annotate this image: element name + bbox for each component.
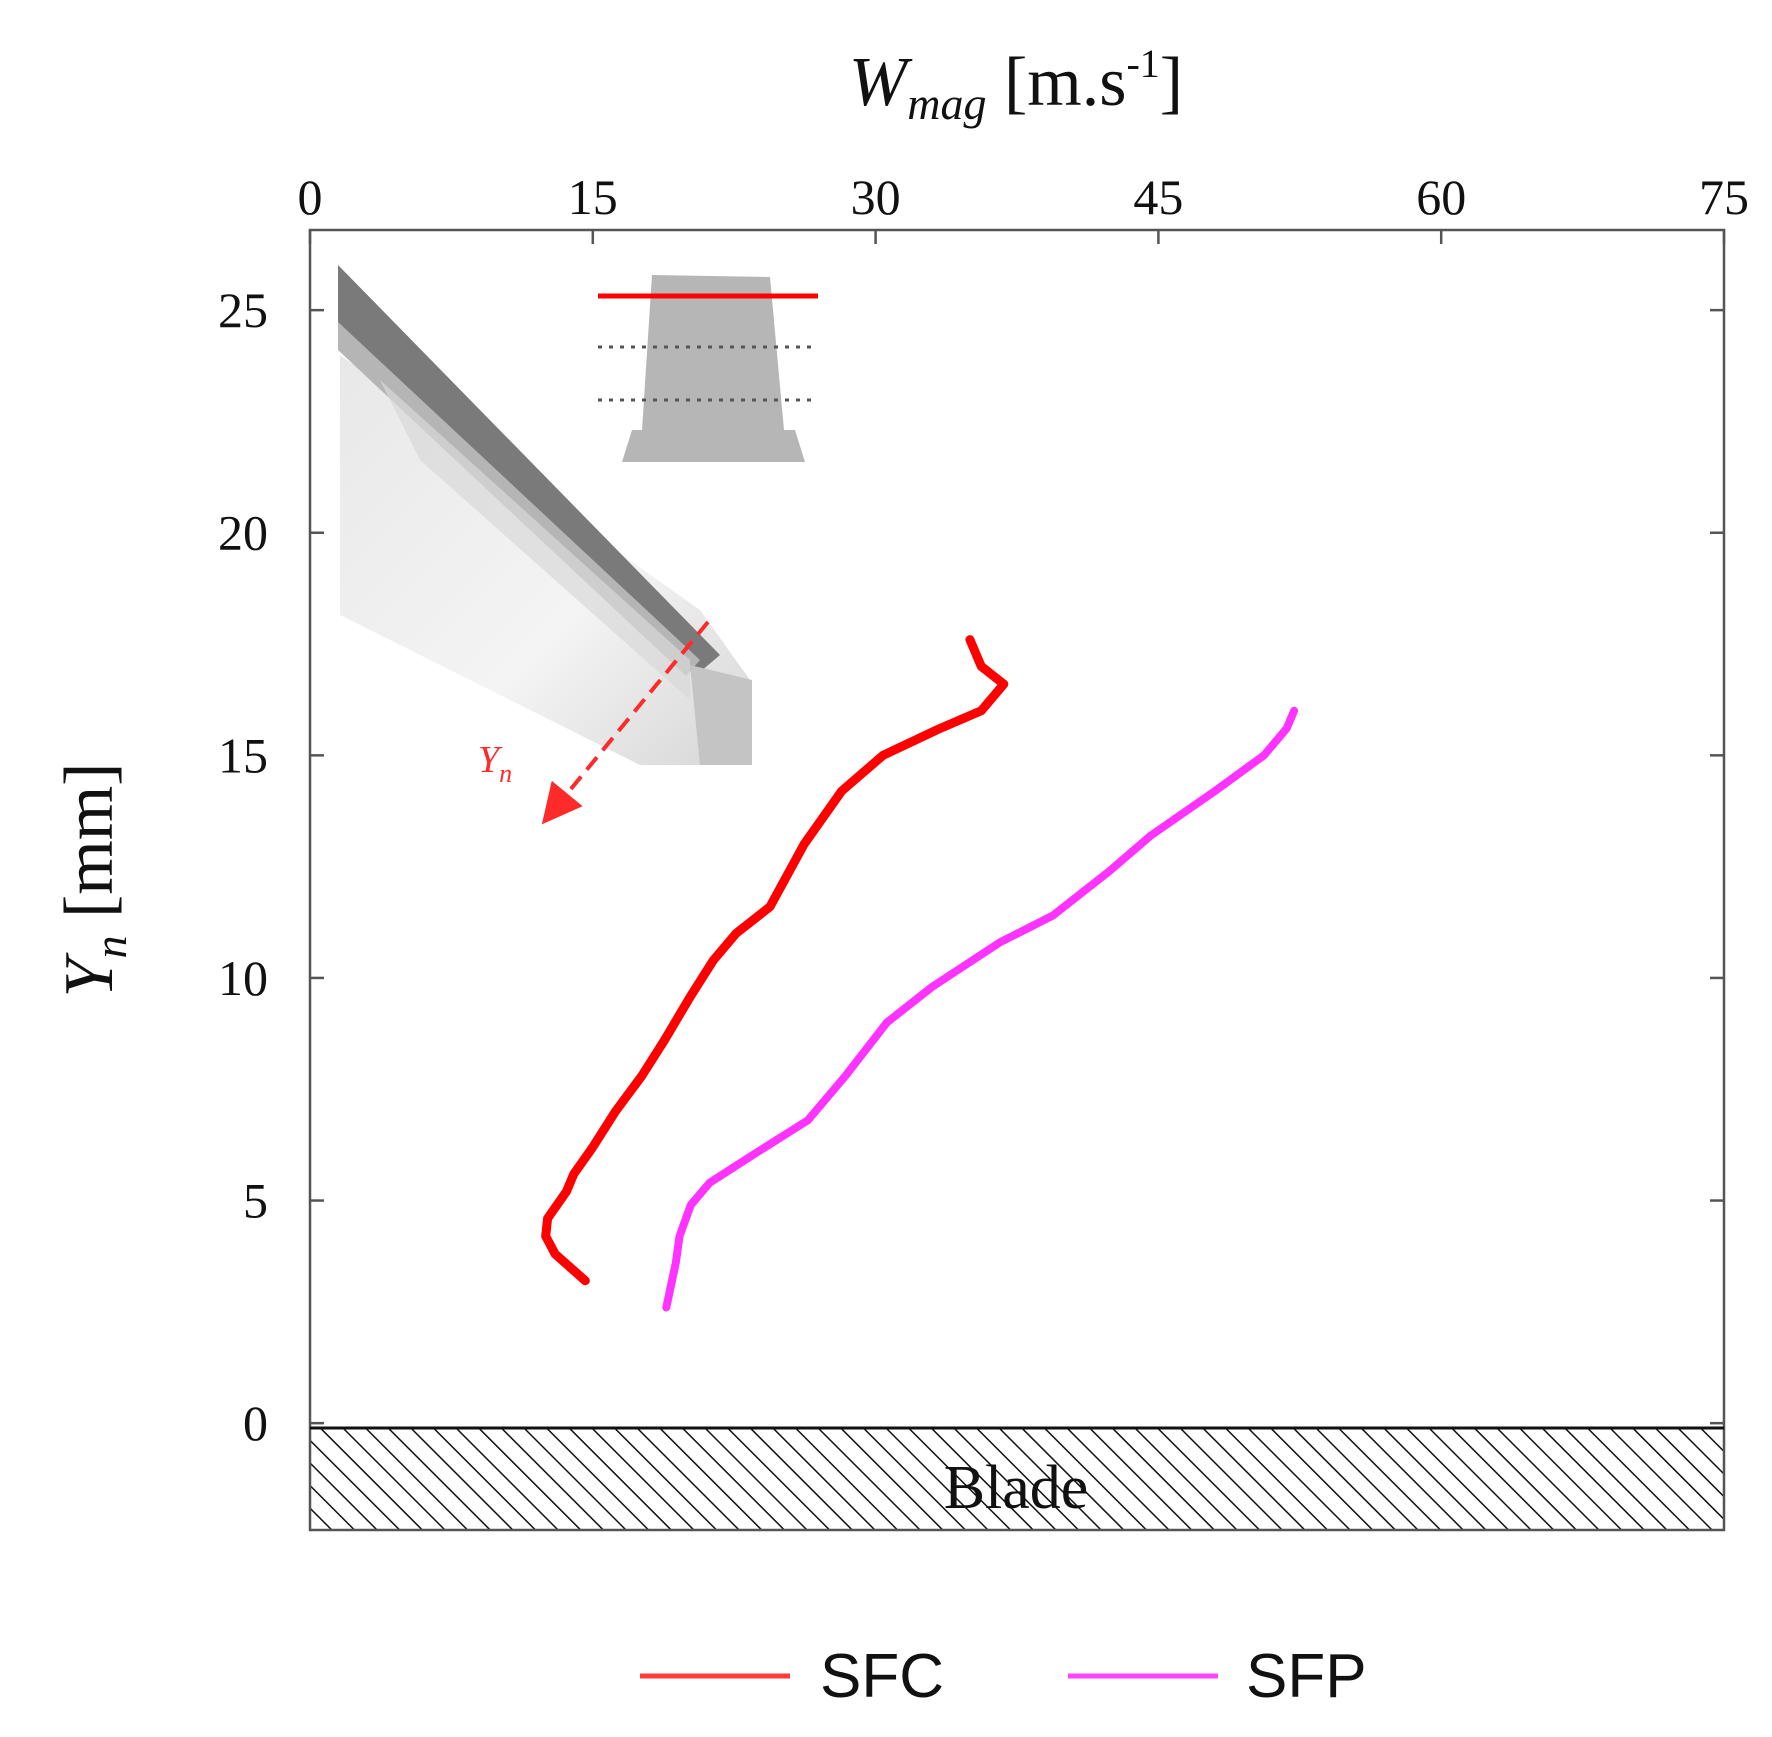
y-tick-label: 10 (218, 950, 268, 1006)
x-axis-title-main: W (849, 44, 913, 121)
blade-region: Blade (310, 1428, 1724, 1530)
x-axis-title: Wmag [m.s-1] (849, 41, 1183, 129)
x-axis-title-unit: [m.s (986, 44, 1126, 121)
blade-hatch (310, 1428, 1724, 1530)
inset-spanwise-sketch (598, 275, 818, 462)
y-axis-title: Yn [mm] (51, 763, 136, 998)
axis-ticks (308, 230, 1726, 1425)
y-axis-title-unit: [mm] (51, 763, 128, 936)
series-group (541, 635, 1299, 1312)
x-tick-label: 60 (1416, 169, 1466, 225)
inset-blade-wedge: Yn (338, 265, 752, 825)
series-line-sfc (541, 635, 1009, 1286)
y-axis-title-sub: n (85, 936, 136, 959)
inset-yn-label: Yn (478, 739, 512, 788)
plot-frame (308, 228, 1726, 1532)
inset-yn-main: Y (478, 739, 503, 781)
y-tick-label: 15 (218, 727, 268, 783)
x-axis-title-unit-sup: -1 (1126, 41, 1159, 86)
y-tick-label: 25 (218, 282, 268, 338)
wedge-dark-edge (338, 265, 720, 672)
blade-label: Blade (944, 1454, 1089, 1522)
x-axis-title-sub: mag (907, 78, 986, 129)
x-axis-title-unit-close: ] (1160, 44, 1183, 121)
y-tick-label: 0 (243, 1395, 268, 1451)
y-tick-label: 20 (218, 505, 268, 561)
x-tick-label: 45 (1133, 169, 1183, 225)
x-tick-label: 15 (568, 169, 618, 225)
y-axis-title-main: Y (51, 951, 128, 997)
x-tick-label: 30 (851, 169, 901, 225)
wedge-light-band (380, 380, 690, 700)
x-tick-label: 0 (298, 169, 323, 225)
blade-span-shape (622, 275, 805, 462)
legend: SFC SFP (640, 1642, 1367, 1711)
y-tick-label: 5 (243, 1173, 268, 1229)
x-tick-label: 75 (1699, 169, 1749, 225)
inset-yn-sub: n (499, 759, 512, 788)
inset-yn-arrow (541, 620, 710, 825)
series-line-sfp (662, 706, 1299, 1312)
x-tick-labels: 0 15 30 45 60 75 (298, 169, 1750, 225)
wedge-tip-shade (690, 665, 752, 765)
y-tick-labels: 0 5 10 15 20 25 (218, 282, 268, 1451)
legend-label-sfc: SFC (820, 1642, 944, 1711)
legend-label-sfp: SFP (1246, 1642, 1367, 1711)
